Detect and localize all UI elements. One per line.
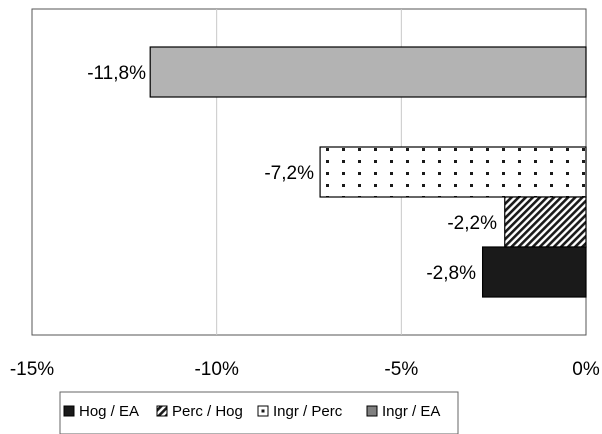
legend-swatch (63, 405, 75, 417)
x-tick-label: -15% (10, 359, 54, 380)
bar-hog-ea (481, 246, 587, 298)
legend-label: Perc / Hog (172, 403, 243, 420)
data-label: -2,2% (447, 213, 497, 234)
legend-swatch (156, 405, 168, 417)
bar-ingr-perc (319, 146, 587, 198)
x-tick-label: -10% (194, 359, 238, 380)
data-label: -11,8% (87, 63, 146, 84)
x-tick-label: 0% (572, 359, 600, 380)
bar-ingr-ea (149, 46, 587, 98)
x-tick-label: -5% (384, 359, 418, 380)
legend-label: Ingr / EA (382, 403, 440, 420)
legend-swatch (366, 405, 378, 417)
data-label: -2,8% (426, 263, 476, 284)
plot-area: -11,8% -7,2% -2,2% -2,8% -15% -10% -5% 0% (10, 8, 600, 380)
data-label: -7,2% (264, 163, 314, 184)
legend-label: Ingr / Perc (273, 403, 343, 420)
legend-swatch-dot (261, 409, 265, 413)
bar-perc-hog (504, 196, 587, 248)
legend-label: Hog / EA (79, 403, 139, 420)
legend: Hog / EA Perc / Hog Ingr / Perc Ingr / EA (59, 391, 459, 434)
